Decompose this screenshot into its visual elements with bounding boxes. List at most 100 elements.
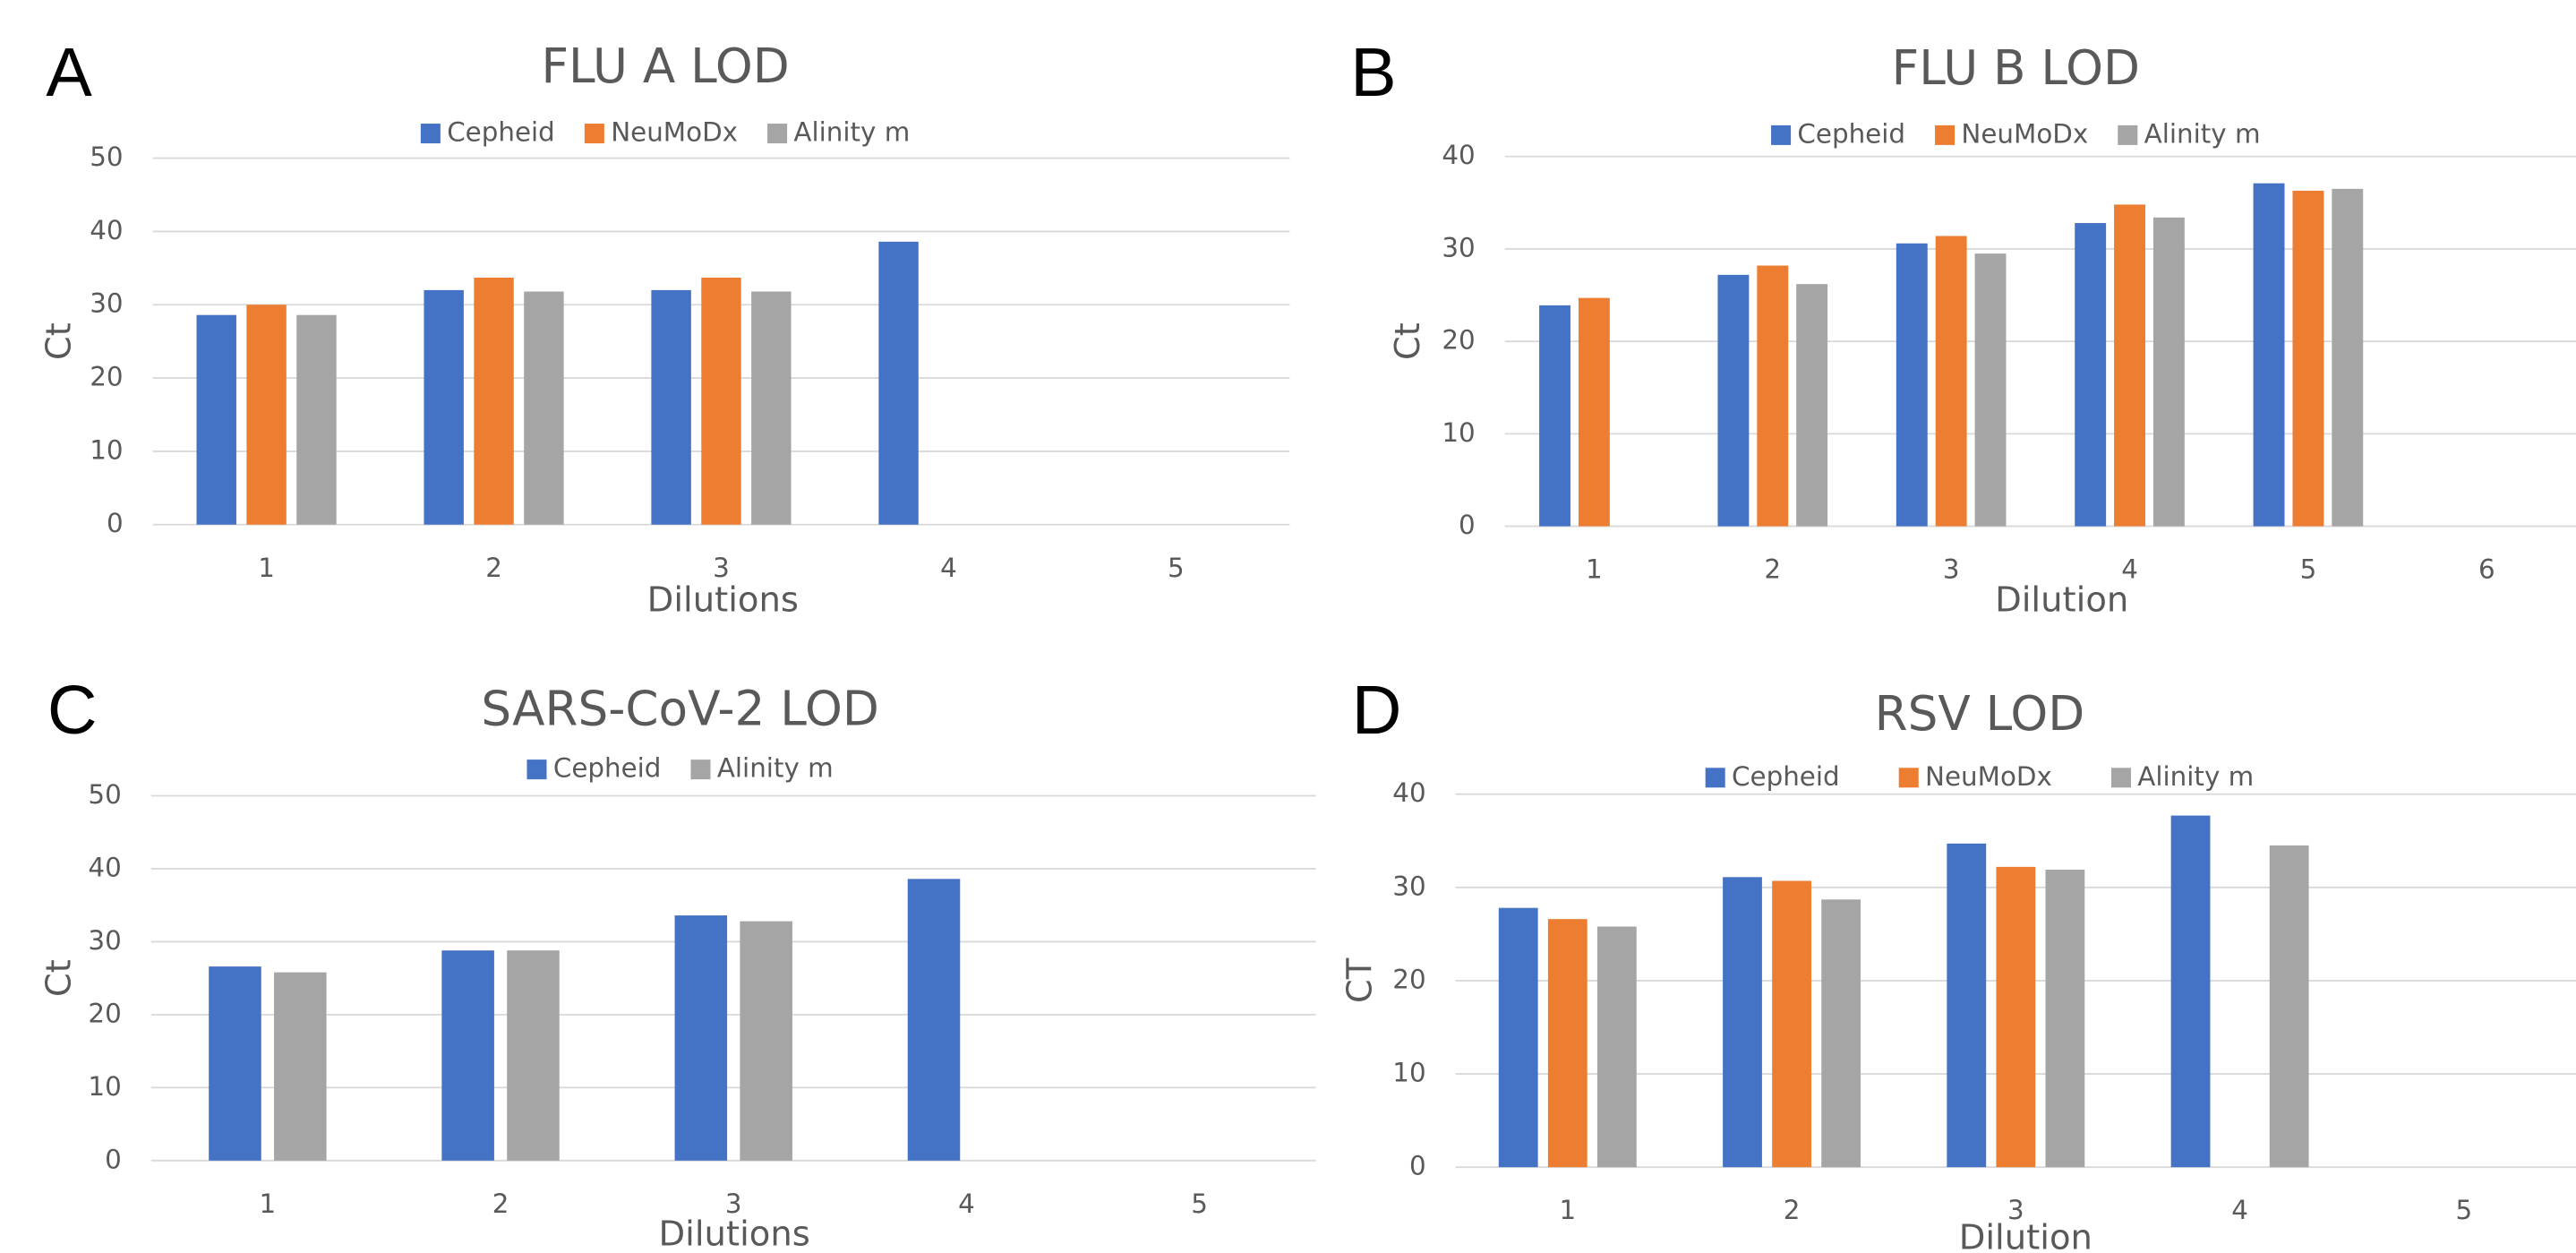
legend: Cepheid NeuMoDx Alinity m bbox=[1771, 118, 2261, 149]
panel-label: C bbox=[47, 672, 98, 749]
bar bbox=[274, 972, 327, 1161]
bar bbox=[878, 241, 919, 525]
bar bbox=[1547, 919, 1588, 1168]
x-tick-label: 2 bbox=[1764, 554, 1781, 585]
y-tick-label: 50 bbox=[90, 142, 123, 172]
panel-label: B bbox=[1350, 34, 1396, 111]
x-tick-label: 4 bbox=[2231, 1195, 2248, 1225]
y-axis-title: Ct bbox=[39, 959, 79, 997]
legend-swatch bbox=[690, 760, 711, 780]
y-tick-label: 20 bbox=[1442, 325, 1475, 356]
legend-label: Cepheid bbox=[1797, 118, 1905, 149]
legend-swatch bbox=[526, 760, 547, 780]
x-tick-label: 5 bbox=[1168, 553, 1185, 583]
x-tick-label: 1 bbox=[260, 1189, 277, 1219]
legend-label: Alinity m bbox=[2137, 761, 2254, 792]
y-tick-label: 30 bbox=[1392, 871, 1425, 901]
chart-title: FLU B LOD bbox=[1892, 40, 2140, 96]
bar bbox=[2170, 815, 2211, 1168]
bar bbox=[524, 291, 564, 525]
x-tick-label: 4 bbox=[940, 553, 957, 583]
bar bbox=[1896, 243, 1928, 527]
bar bbox=[1935, 236, 1967, 527]
x-axis-title: Dilutions bbox=[659, 1214, 810, 1253]
legend: Cepheid NeuMoDx Alinity m bbox=[1705, 761, 2254, 792]
y-tick-label: 40 bbox=[90, 215, 123, 245]
x-tick-label: 1 bbox=[1559, 1195, 1576, 1225]
legend-label: Cepheid bbox=[1732, 761, 1840, 792]
legend-swatch bbox=[420, 124, 441, 144]
bar bbox=[1578, 297, 1610, 527]
bar bbox=[196, 314, 236, 525]
x-tick-label: 2 bbox=[485, 553, 502, 583]
bar bbox=[701, 277, 741, 525]
legend-label: Alinity m bbox=[793, 117, 910, 148]
y-tick-label: 10 bbox=[90, 434, 123, 465]
y-tick-label: 0 bbox=[1409, 1151, 1426, 1181]
x-tick-label: 3 bbox=[1943, 554, 1960, 585]
y-tick-label: 10 bbox=[88, 1071, 121, 1102]
bar bbox=[246, 305, 287, 525]
bar bbox=[1974, 253, 2007, 527]
y-tick-label: 40 bbox=[1442, 140, 1475, 170]
bar bbox=[1796, 284, 1828, 527]
y-tick-label: 40 bbox=[88, 852, 121, 882]
legend-label: NeuMoDx bbox=[1961, 118, 2088, 149]
x-tick-label: 5 bbox=[2300, 554, 2317, 585]
bar bbox=[1717, 274, 1750, 527]
legend-label: Cepheid bbox=[553, 753, 662, 784]
legend-swatch bbox=[767, 124, 788, 144]
x-axis-title: Dilution bbox=[1959, 1217, 2092, 1253]
bar bbox=[674, 915, 728, 1161]
bar bbox=[2152, 217, 2185, 527]
bar bbox=[1947, 843, 1987, 1168]
chart-title: RSV LOD bbox=[1875, 686, 2085, 742]
y-tick-label: 30 bbox=[88, 925, 121, 956]
x-tick-label: 1 bbox=[1586, 554, 1603, 585]
bar bbox=[1498, 907, 1538, 1168]
x-tick-label: 3 bbox=[2007, 1195, 2024, 1225]
bar bbox=[2045, 869, 2085, 1168]
y-tick-label: 0 bbox=[105, 1144, 122, 1174]
legend-label: NeuMoDx bbox=[611, 117, 738, 148]
legend-swatch bbox=[2110, 768, 2131, 788]
legend-swatch bbox=[1705, 768, 1725, 788]
bar bbox=[209, 966, 261, 1161]
y-axis-title: CT bbox=[1340, 957, 1381, 1003]
y-tick-label: 0 bbox=[107, 508, 124, 538]
bar bbox=[474, 277, 514, 525]
x-tick-label: 1 bbox=[258, 553, 275, 583]
bar bbox=[507, 950, 560, 1161]
y-tick-label: 10 bbox=[1442, 417, 1475, 448]
legend-label: Alinity m bbox=[2144, 118, 2261, 149]
bar bbox=[441, 950, 494, 1161]
legend-swatch bbox=[584, 124, 604, 144]
legend-label: Alinity m bbox=[717, 753, 834, 784]
bar bbox=[651, 289, 691, 525]
bar bbox=[907, 879, 961, 1161]
y-tick-label: 30 bbox=[90, 288, 123, 319]
y-axis-title: Ct bbox=[39, 322, 79, 360]
legend-label: Cepheid bbox=[447, 117, 555, 148]
y-tick-label: 20 bbox=[88, 998, 121, 1028]
x-tick-label: 5 bbox=[2456, 1195, 2473, 1225]
panel-label: D bbox=[1352, 672, 1402, 749]
legend: Cepheid Alinity m bbox=[526, 753, 834, 784]
y-tick-label: 40 bbox=[1392, 777, 1425, 808]
chart-title: SARS-CoV-2 LOD bbox=[481, 682, 878, 737]
x-tick-label: 2 bbox=[492, 1189, 509, 1219]
bar bbox=[424, 289, 464, 525]
y-tick-label: 10 bbox=[1392, 1058, 1425, 1088]
y-axis-title: Ct bbox=[1388, 322, 1428, 360]
bar bbox=[1539, 305, 1570, 527]
bar bbox=[2292, 190, 2324, 527]
x-tick-label: 6 bbox=[2478, 554, 2495, 585]
x-tick-label: 2 bbox=[1784, 1195, 1801, 1225]
x-tick-label: 3 bbox=[725, 1189, 742, 1219]
legend-label: NeuMoDx bbox=[1925, 761, 2052, 792]
bar bbox=[740, 921, 792, 1161]
legend-swatch bbox=[1935, 124, 1956, 145]
x-axis-title: Dilutions bbox=[647, 579, 799, 620]
